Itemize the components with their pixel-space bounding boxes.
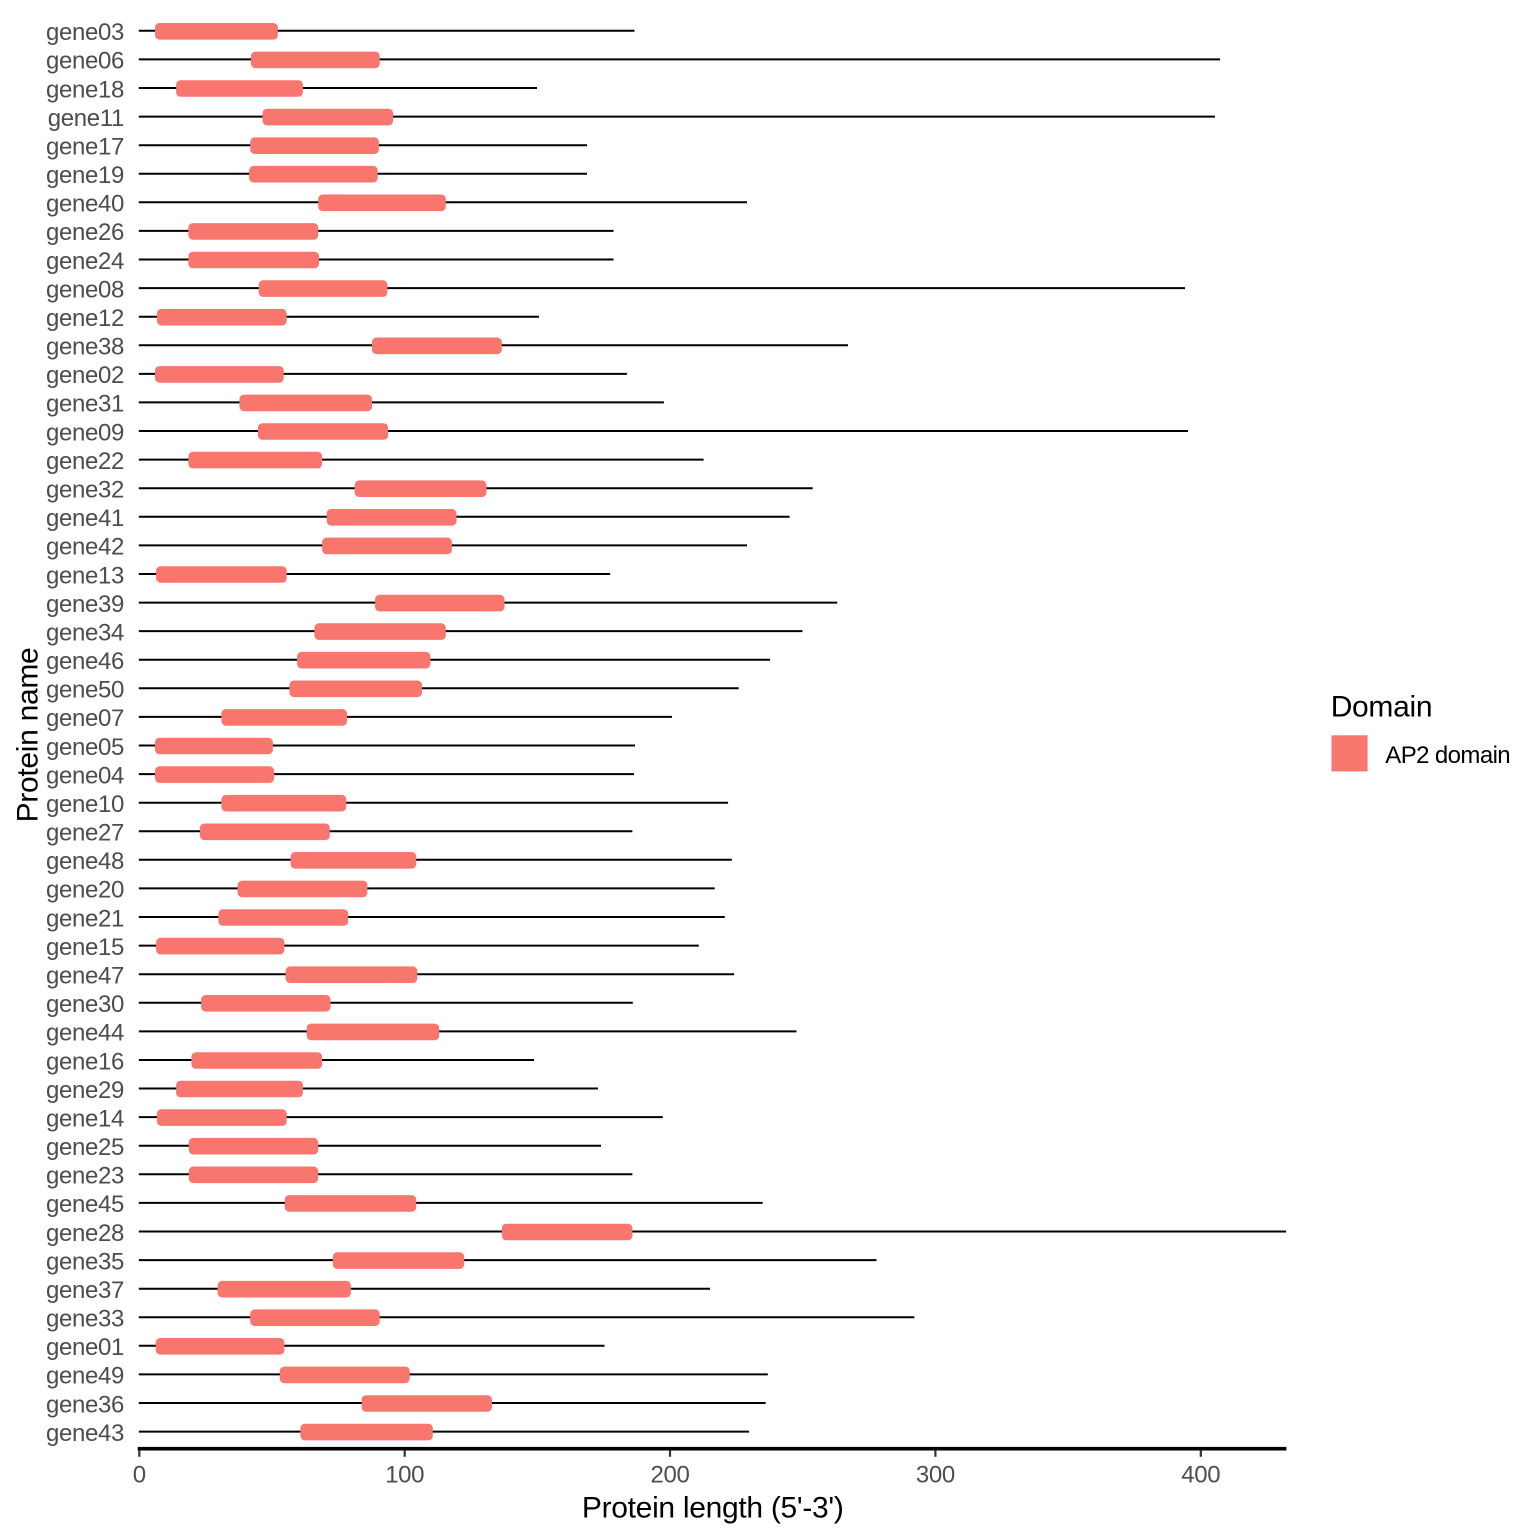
svg-text:100: 100 [385, 1462, 424, 1489]
svg-text:gene47: gene47 [46, 963, 124, 990]
svg-text:gene10: gene10 [46, 791, 124, 818]
svg-text:gene16: gene16 [46, 1048, 124, 1075]
svg-text:AP2 domain: AP2 domain [1385, 742, 1510, 769]
svg-text:gene39: gene39 [46, 591, 124, 618]
svg-text:gene49: gene49 [46, 1363, 124, 1390]
svg-text:gene08: gene08 [46, 276, 124, 303]
svg-text:gene33: gene33 [46, 1306, 124, 1333]
svg-text:gene46: gene46 [46, 648, 124, 675]
svg-text:gene04: gene04 [46, 762, 124, 789]
svg-text:gene34: gene34 [46, 619, 124, 646]
svg-text:gene19: gene19 [46, 162, 124, 189]
svg-text:gene18: gene18 [46, 76, 124, 103]
svg-text:400: 400 [1181, 1462, 1220, 1489]
svg-text:gene31: gene31 [46, 391, 124, 418]
svg-text:Protein name: Protein name [12, 648, 45, 823]
svg-text:gene45: gene45 [46, 1191, 124, 1218]
svg-text:gene50: gene50 [46, 677, 124, 704]
svg-text:gene17: gene17 [46, 134, 124, 161]
svg-text:gene23: gene23 [46, 1163, 124, 1190]
svg-text:gene20: gene20 [46, 877, 124, 904]
svg-text:gene21: gene21 [46, 905, 124, 932]
svg-text:gene11: gene11 [48, 105, 124, 132]
svg-text:300: 300 [916, 1462, 955, 1489]
svg-text:gene32: gene32 [46, 477, 124, 504]
svg-text:gene43: gene43 [46, 1420, 124, 1447]
svg-text:gene38: gene38 [46, 334, 124, 361]
svg-text:gene40: gene40 [46, 191, 124, 218]
svg-text:gene09: gene09 [46, 419, 124, 446]
svg-text:gene26: gene26 [46, 219, 124, 246]
svg-text:gene48: gene48 [46, 848, 124, 875]
svg-text:Protein length (5'-3'): Protein length (5'-3') [582, 1491, 844, 1524]
svg-text:gene15: gene15 [46, 934, 124, 961]
svg-text:gene37: gene37 [46, 1277, 124, 1304]
svg-text:gene07: gene07 [46, 705, 124, 732]
svg-text:gene41: gene41 [46, 505, 124, 532]
svg-text:gene22: gene22 [46, 448, 124, 475]
svg-text:gene03: gene03 [46, 19, 124, 46]
svg-text:200: 200 [651, 1462, 690, 1489]
svg-text:gene27: gene27 [46, 820, 124, 847]
svg-text:gene44: gene44 [46, 1020, 124, 1047]
svg-text:gene12: gene12 [46, 305, 124, 332]
svg-text:gene36: gene36 [46, 1391, 124, 1418]
svg-text:gene02: gene02 [46, 362, 124, 389]
svg-text:gene42: gene42 [46, 534, 124, 561]
svg-text:gene30: gene30 [46, 991, 124, 1018]
svg-text:gene13: gene13 [46, 562, 124, 589]
svg-text:gene35: gene35 [46, 1248, 124, 1275]
svg-text:gene29: gene29 [46, 1077, 124, 1104]
svg-text:gene05: gene05 [46, 734, 124, 761]
svg-text:Domain: Domain [1331, 691, 1433, 724]
svg-text:0: 0 [133, 1462, 146, 1489]
svg-text:gene25: gene25 [46, 1134, 124, 1161]
svg-text:gene24: gene24 [46, 248, 124, 275]
svg-text:gene06: gene06 [46, 48, 124, 75]
svg-text:gene28: gene28 [46, 1220, 124, 1247]
svg-text:gene01: gene01 [46, 1334, 124, 1361]
svg-text:gene14: gene14 [46, 1105, 124, 1132]
